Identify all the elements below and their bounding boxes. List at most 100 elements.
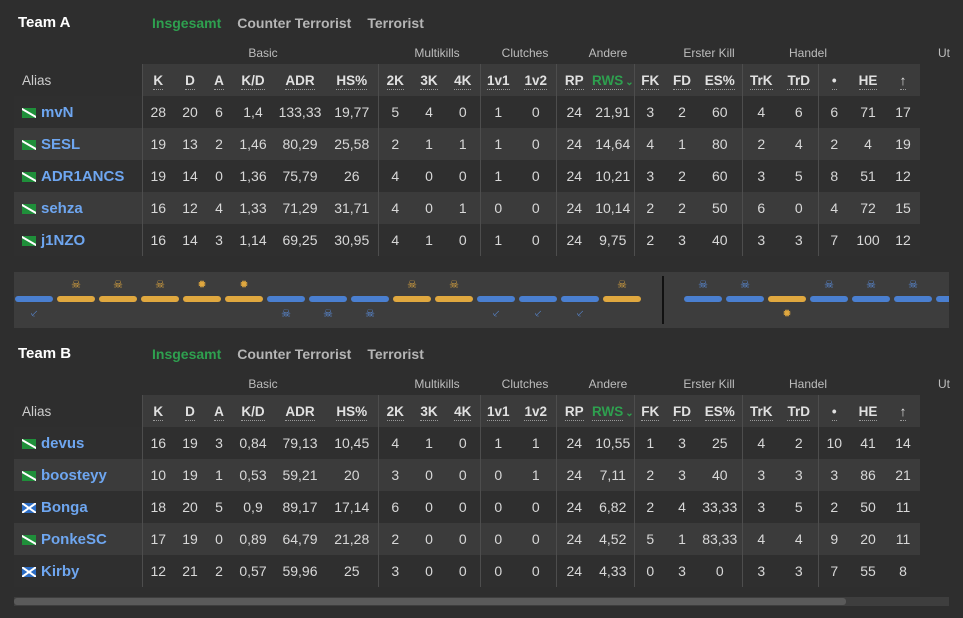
stat-1v2: 0: [516, 224, 556, 256]
player-link[interactable]: j1NZO: [41, 231, 86, 249]
stat-he: 50: [850, 491, 886, 523]
round-marker[interactable]: ☠: [726, 272, 764, 328]
column-header-es[interactable]: ES%: [698, 64, 742, 96]
column-header-a[interactable]: A: [206, 395, 232, 427]
team-b-tab-overall[interactable]: Insgesamt: [152, 345, 222, 362]
round-marker[interactable]: ☠: [99, 272, 137, 328]
column-header-kd[interactable]: K/D: [232, 395, 274, 427]
round-marker[interactable]: ✹: [768, 272, 806, 328]
player-link[interactable]: sehza: [41, 199, 83, 217]
player-link[interactable]: SESL: [41, 135, 81, 153]
column-header-trk[interactable]: TrK: [741, 64, 780, 96]
horizontal-scrollbar[interactable]: [14, 597, 949, 606]
round-marker[interactable]: ⸔: [519, 272, 557, 328]
column-header-rws[interactable]: RWS ⌄: [592, 64, 634, 96]
column-header-k[interactable]: K: [141, 64, 174, 96]
column-header-a[interactable]: A: [206, 64, 232, 96]
player-link[interactable]: Kirby: [41, 562, 80, 580]
column-header-rp[interactable]: RP: [555, 64, 592, 96]
column-header-adr[interactable]: ADR: [274, 395, 326, 427]
round-marker[interactable]: ☠: [393, 272, 431, 328]
scrollbar-thumb[interactable]: [14, 598, 846, 605]
column-header-4k[interactable]: 4K: [446, 395, 480, 427]
column-header-k[interactable]: K: [141, 395, 174, 427]
column-label: TrK: [749, 72, 773, 90]
round-marker[interactable]: ☠: [936, 272, 949, 328]
stat-2k: 5: [377, 96, 412, 128]
team-a-tab-t[interactable]: Terrorist: [367, 14, 424, 31]
round-marker[interactable]: ☠: [141, 272, 179, 328]
column-header-rws[interactable]: RWS ⌄: [592, 395, 634, 427]
round-marker[interactable]: ⸔: [561, 272, 599, 328]
column-label: K/D: [241, 72, 265, 90]
round-marker[interactable]: ☠: [603, 272, 641, 328]
round-marker[interactable]: ☠: [894, 272, 932, 328]
column-header-1v2[interactable]: 1v2: [516, 64, 556, 96]
column-header-adr[interactable]: ADR: [274, 64, 326, 96]
column-header-fd[interactable]: FD: [666, 395, 698, 427]
column-header-2k[interactable]: 2K: [377, 395, 412, 427]
round-bar: [768, 296, 806, 302]
round-marker[interactable]: ✹: [225, 272, 263, 328]
team-b-tab-t[interactable]: Terrorist: [367, 345, 424, 362]
column-header-2k[interactable]: 2K: [377, 64, 412, 96]
column-header-1v2[interactable]: 1v2: [516, 395, 556, 427]
column-header-hs[interactable]: HS%: [326, 64, 378, 96]
team-a-tab-overall[interactable]: Insgesamt: [152, 14, 222, 31]
column-header-fd[interactable]: FD: [666, 64, 698, 96]
column-header-util-b[interactable]: ↑: [886, 64, 920, 96]
player-row: boosteyy 10 19 1 0,53 59,21 20 3 0 0 0 1 24 7,11 2 3 40 3…: [14, 459, 920, 491]
column-label: 1v2: [524, 72, 548, 90]
stat-fd: 4: [666, 491, 698, 523]
player-link[interactable]: mvN: [41, 103, 74, 121]
column-header-fk[interactable]: FK: [633, 64, 666, 96]
column-header-kd[interactable]: K/D: [232, 64, 274, 96]
player-link[interactable]: ADR1ANCS: [41, 167, 125, 185]
column-header-util-a[interactable]: •: [817, 64, 850, 96]
column-header-trk[interactable]: TrK: [741, 395, 780, 427]
player-alias-cell: Kirby: [14, 555, 142, 587]
column-header-1v1[interactable]: 1v1: [479, 395, 516, 427]
flag-scotland-icon: [22, 566, 36, 577]
column-header-d[interactable]: D: [174, 64, 206, 96]
column-header-rp[interactable]: RP: [555, 395, 592, 427]
round-marker[interactable]: ☠: [684, 272, 722, 328]
round-marker[interactable]: ☠: [810, 272, 848, 328]
player-link[interactable]: boosteyy: [41, 466, 107, 484]
column-header-es[interactable]: ES%: [698, 395, 742, 427]
round-marker[interactable]: ☠: [351, 272, 389, 328]
column-header-trd[interactable]: TrD: [780, 64, 818, 96]
player-link[interactable]: PonkeSC: [41, 530, 107, 548]
column-header-1v1[interactable]: 1v1: [479, 64, 516, 96]
team-a-tab-ct[interactable]: Counter Terrorist: [237, 14, 352, 31]
team-b-tab-ct[interactable]: Counter Terrorist: [237, 345, 352, 362]
column-label: FK: [641, 72, 660, 90]
round-marker[interactable]: ✹: [183, 272, 221, 328]
group-multikills: Multikills: [414, 377, 460, 391]
player-link[interactable]: Bonga: [41, 498, 88, 516]
column-header-3k[interactable]: 3K: [412, 395, 446, 427]
round-marker[interactable]: ☠: [852, 272, 890, 328]
team-b-table: Alias K D A K/D ADR HS% 2K 3K 4K 1v1 1v2 RP RWS ⌄ FK FD E…: [14, 395, 921, 587]
round-marker[interactable]: ⸔: [15, 272, 53, 328]
explosion-icon: ✹: [197, 279, 207, 291]
column-header-d[interactable]: D: [174, 395, 206, 427]
round-marker[interactable]: ☠: [435, 272, 473, 328]
round-marker[interactable]: ☠: [57, 272, 95, 328]
column-header-util-b[interactable]: ↑: [886, 395, 920, 427]
column-header-4k[interactable]: 4K: [446, 64, 480, 96]
round-marker[interactable]: ☠: [267, 272, 305, 328]
column-header-he[interactable]: HE: [850, 64, 886, 96]
stat-es: 0: [698, 555, 742, 587]
stat-1v2: 0: [516, 523, 556, 555]
column-header-fk[interactable]: FK: [633, 395, 666, 427]
column-header-hs[interactable]: HS%: [326, 395, 378, 427]
round-marker[interactable]: ⸔: [477, 272, 515, 328]
stat-fk: 2: [633, 459, 666, 491]
column-header-trd[interactable]: TrD: [780, 395, 818, 427]
column-header-3k[interactable]: 3K: [412, 64, 446, 96]
player-link[interactable]: devus: [41, 434, 85, 452]
round-marker[interactable]: ☠: [309, 272, 347, 328]
column-header-util-a[interactable]: •: [817, 395, 850, 427]
column-header-he[interactable]: HE: [850, 395, 886, 427]
